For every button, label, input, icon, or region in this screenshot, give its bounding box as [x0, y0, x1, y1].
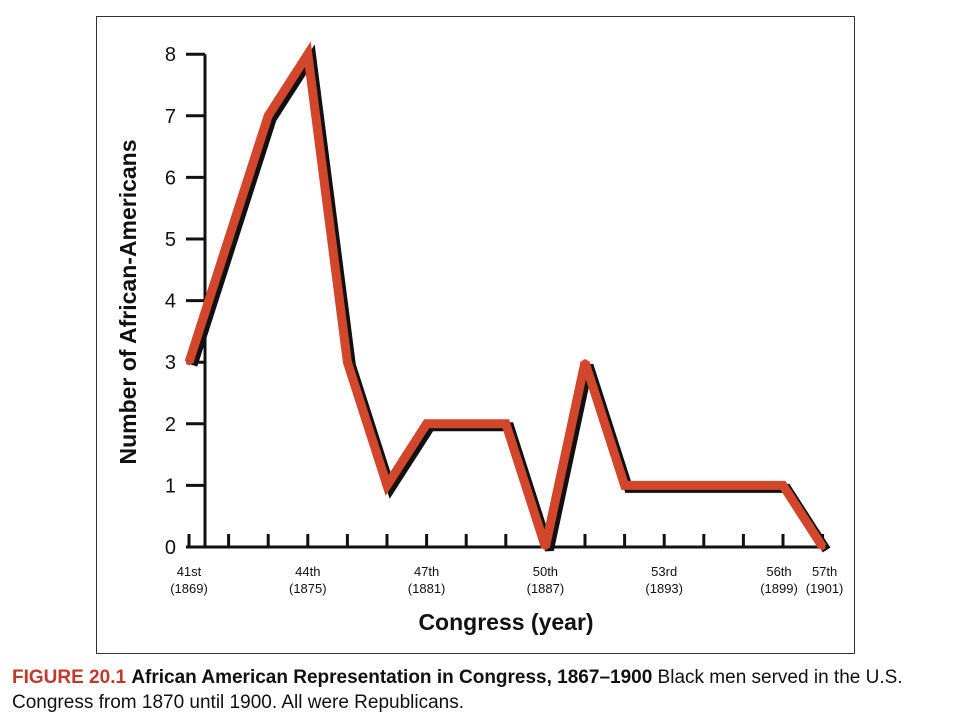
x-tick-year-label: (1901): [806, 581, 844, 596]
figure-title: African American Representation in Congr…: [131, 667, 653, 688]
data-point: [700, 482, 707, 489]
figure-caption: FIGURE 20.1 African American Representat…: [12, 665, 942, 715]
data-point: [661, 482, 668, 489]
x-tick-label: 47th: [414, 564, 439, 579]
y-tick-label: 1: [165, 475, 176, 497]
data-point: [582, 359, 588, 366]
figure-description: Black men served in the U.S. Congress fr…: [12, 667, 903, 713]
x-tick-year-label: (1869): [170, 581, 208, 596]
series-line: [184, 41, 827, 550]
x-tick-year-label: (1893): [645, 581, 683, 596]
data-point: [621, 482, 628, 489]
figure-number: FIGURE 20.1: [12, 667, 127, 688]
x-tick-year-label: (1899): [760, 581, 798, 596]
chart-frame: [96, 16, 855, 654]
data-point: [304, 51, 311, 58]
y-tick-label: 2: [165, 414, 176, 436]
x-tick-label: 50th: [533, 564, 558, 579]
x-tick-label: 41st: [177, 564, 202, 579]
data-point: [384, 482, 390, 489]
data-point: [819, 544, 826, 550]
y-axis-title: Number of African-Americans: [115, 139, 141, 464]
data-point: [542, 544, 549, 550]
x-tick-label: 44th: [295, 564, 320, 579]
series-line-shadow: [188, 44, 831, 553]
data-point: [225, 236, 232, 242]
x-axis-title: Congress (year): [418, 609, 593, 635]
data-point: [780, 482, 786, 489]
x-tick-label: 57th: [812, 564, 837, 579]
x-axis: 41st (1869) 44th (1875) 47th (1881) 50th (1887)…: [170, 534, 843, 596]
y-axis: 0 1 2 3 4 5 6 7 8: [165, 44, 207, 559]
series-group: [184, 41, 831, 553]
x-tick-year-label: (1887): [527, 581, 565, 596]
data-point: [186, 359, 192, 366]
x-tick-year-label: (1881): [408, 581, 446, 596]
y-tick-label: 8: [165, 44, 176, 66]
y-tick-label: 6: [165, 167, 176, 189]
x-tick-label: 56th: [766, 564, 791, 579]
data-point: [463, 420, 470, 427]
data-point: [502, 420, 509, 427]
data-point: [423, 420, 430, 427]
data-point: [265, 112, 272, 119]
y-tick-label: 7: [165, 106, 176, 128]
data-point: [740, 482, 747, 489]
y-tick-label: 4: [165, 291, 176, 313]
y-tick-label: 0: [165, 537, 176, 559]
y-tick-label: 5: [165, 229, 176, 251]
y-tick-label: 3: [165, 352, 176, 374]
x-tick-label: 53rd: [651, 564, 677, 579]
x-tick-year-label: (1875): [289, 581, 327, 596]
data-point: [344, 359, 351, 366]
